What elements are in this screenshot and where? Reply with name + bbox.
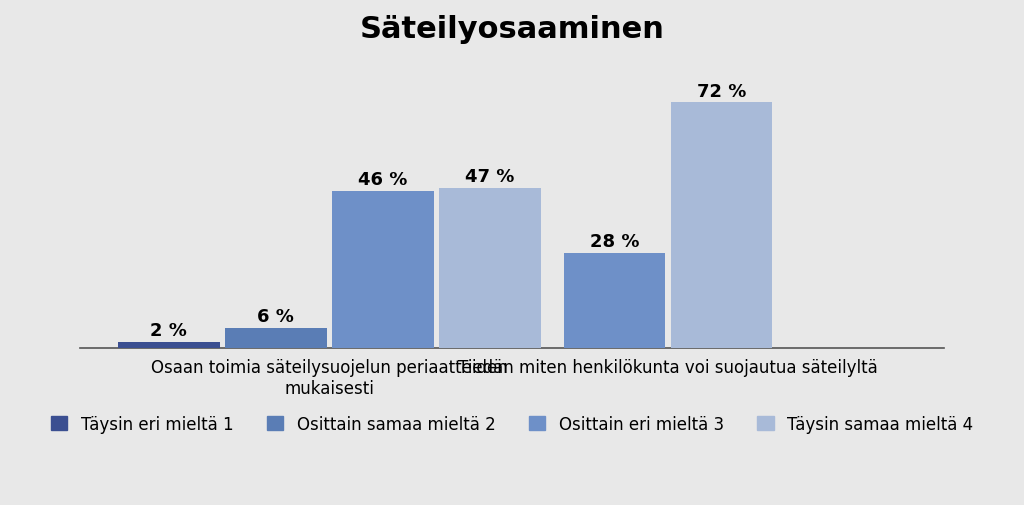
Legend: Täysin eri mieltä 1, Osittain samaa mieltä 2, Osittain eri mieltä 3, Täysin sama: Täysin eri mieltä 1, Osittain samaa miel…: [50, 415, 974, 433]
Bar: [332, 192, 433, 348]
Text: 46 %: 46 %: [358, 171, 408, 189]
Bar: [225, 328, 327, 348]
Title: Säteilyosaaminen: Säteilyosaaminen: [359, 15, 665, 44]
Text: 28 %: 28 %: [590, 232, 639, 250]
Text: 2 %: 2 %: [151, 321, 187, 339]
Text: 72 %: 72 %: [697, 82, 746, 100]
Bar: [439, 188, 541, 348]
Text: 6 %: 6 %: [257, 308, 294, 325]
Bar: [118, 342, 219, 348]
Text: 47 %: 47 %: [465, 168, 514, 186]
Bar: [564, 253, 666, 348]
Bar: [671, 103, 772, 348]
